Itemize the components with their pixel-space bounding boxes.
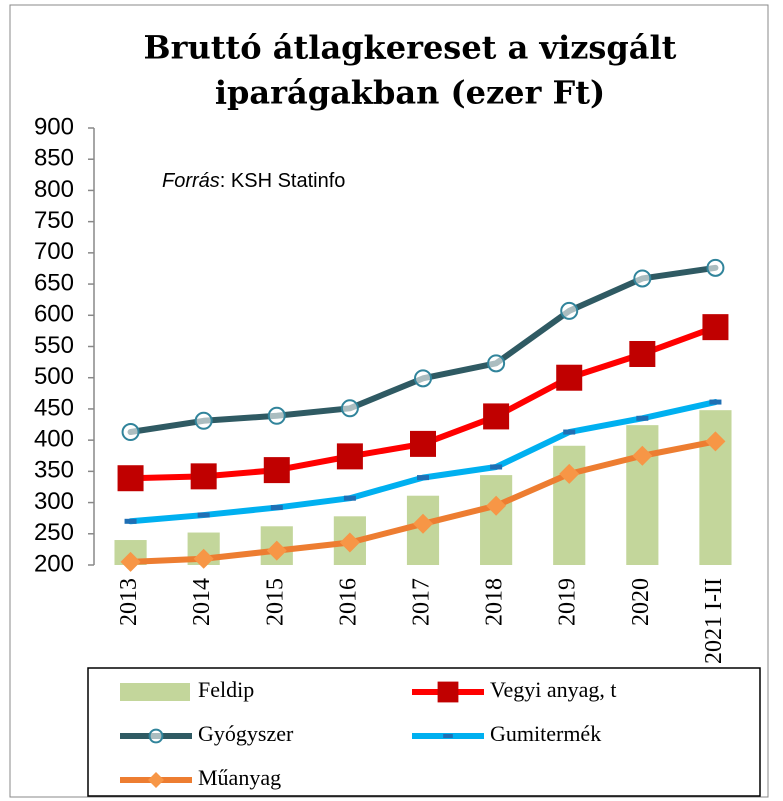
legend-swatch [120, 683, 190, 701]
marker [340, 399, 359, 418]
y-tick-label: 200 [34, 550, 74, 577]
marker [267, 406, 286, 425]
x-tick-label: 2015 [262, 578, 288, 626]
x-tick-label: 2017 [409, 578, 435, 626]
chart-title: iparágakban (ezer Ft) [215, 74, 605, 112]
y-tick-label: 800 [34, 176, 74, 203]
marker [124, 518, 137, 524]
y-tick-label: 250 [34, 519, 74, 546]
legend-marker [148, 728, 164, 744]
x-tick-label: 2016 [335, 578, 361, 626]
marker [413, 513, 433, 534]
annotation-label: Forrás [162, 170, 220, 192]
y-tick-label: 600 [34, 301, 74, 328]
y-tick-label: 500 [34, 363, 74, 390]
y-tick-label: 750 [34, 207, 74, 234]
legend-marker [443, 734, 453, 738]
x-tick-label: 2013 [116, 578, 142, 626]
marker [270, 505, 283, 511]
marker [193, 548, 214, 569]
marker [483, 403, 510, 430]
marker [563, 429, 576, 435]
marker [121, 423, 140, 442]
y-tick-label: 900 [34, 113, 74, 140]
marker [629, 340, 656, 367]
marker [336, 443, 363, 470]
x-tick-label: 2014 [189, 578, 215, 626]
y-tick-label: 450 [34, 394, 74, 421]
marker [266, 540, 287, 561]
marker [709, 399, 722, 405]
y-tick-label: 400 [34, 425, 74, 452]
y-tick-label: 700 [34, 238, 74, 265]
line [127, 264, 719, 436]
annotation: Forrás: KSH Statinfo [162, 170, 345, 192]
marker [556, 364, 583, 391]
y-tick-label: 550 [34, 332, 74, 359]
x-tick-label: 2019 [555, 578, 581, 626]
marker [417, 475, 429, 481]
bar [480, 475, 513, 565]
marker [194, 411, 213, 430]
y-tick-label: 300 [34, 488, 74, 515]
marker [705, 431, 726, 452]
marker [487, 354, 506, 373]
marker [633, 269, 652, 288]
legend-label: Műanyag [198, 765, 281, 790]
marker [197, 512, 210, 518]
marker [706, 258, 725, 277]
legend-label: Feldip [198, 677, 254, 702]
marker [702, 314, 729, 341]
y-tick-label: 650 [34, 269, 74, 296]
marker [263, 457, 290, 484]
marker [190, 463, 217, 490]
marker [339, 532, 360, 553]
marker [343, 495, 356, 501]
y-tick-label: 350 [34, 457, 74, 484]
marker [486, 495, 507, 516]
chart-frame [9, 4, 769, 798]
x-tick-label: 2020 [628, 578, 654, 626]
marker [636, 415, 649, 421]
legend-label: Vegyi anyag, t [490, 677, 616, 702]
y-tick-label: 850 [34, 145, 74, 172]
marker [117, 465, 144, 492]
marker [410, 430, 436, 457]
marker [490, 464, 503, 470]
marker [414, 369, 432, 388]
x-tick-label: 2021 I-II [701, 578, 727, 664]
marker [559, 463, 580, 484]
legend-label: Gumitermék [490, 721, 601, 746]
chart-title: Bruttó átlagkereset a vizsgált [144, 29, 677, 67]
bar [553, 445, 586, 565]
legend-marker [437, 681, 459, 703]
marker [632, 445, 653, 466]
x-tick-label: 2018 [482, 578, 508, 626]
annotation-text: : KSH Statinfo [220, 170, 346, 192]
marker [120, 551, 141, 572]
legend-label: Gyógyszer [198, 721, 294, 746]
marker [560, 301, 579, 320]
legend-marker [148, 772, 164, 788]
